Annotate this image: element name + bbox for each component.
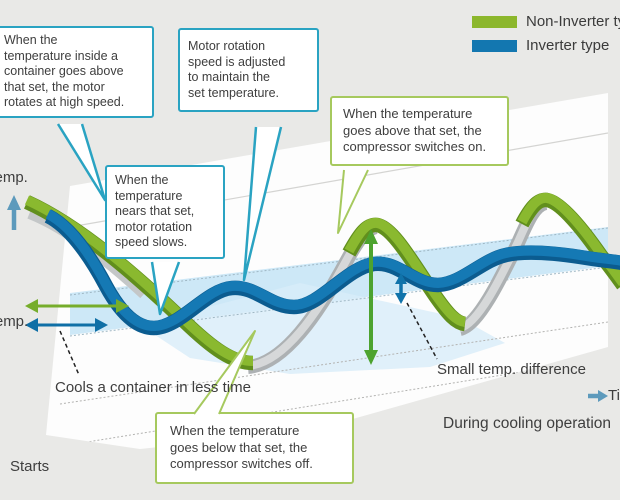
cools-label: Cools a container in less time (55, 379, 251, 396)
non-inverter-swatch-icon (472, 15, 517, 28)
callout-speed-slows: When the temperature nears that set, mot… (105, 165, 225, 259)
during-cooling-label: During cooling operation (443, 415, 612, 432)
green-cooling-time-arrow-icon (25, 299, 129, 313)
gridline-low (59, 321, 608, 405)
legend: Non-Inverter type Inverter type (472, 13, 620, 61)
legend-label-non-inverter: Non-Inverter type (526, 13, 620, 30)
callout-compressor-off: When the temperature goes below that set… (155, 412, 354, 484)
inverter-wave (44, 209, 620, 336)
callout-compressor-on: When the temperature goes above that set… (330, 96, 509, 166)
callout-high-speed: When the temperature inside a container … (0, 26, 154, 118)
blue-cooling-time-arrow-icon (25, 318, 108, 332)
small-temp-swing-arrow-icon (395, 273, 407, 304)
temp-axis-arrow-icon (7, 195, 21, 230)
starts-label: Starts (10, 458, 50, 475)
temp-axis-label: Temp. (0, 169, 28, 186)
legend-row-inverter: Inverter type (472, 37, 620, 54)
set-temp-label: Set temp. (0, 313, 29, 330)
legend-label-inverter: Inverter type (526, 37, 610, 54)
time-axis-label: Time (608, 387, 620, 404)
gridline-band-bottom (69, 266, 608, 337)
inverter-swatch-icon (472, 39, 517, 52)
callout-adjust-speed: Motor rotation speed is adjusted to main… (178, 28, 319, 112)
small-temp-pointer-line (406, 302, 438, 360)
small-temp-label: Small temp. difference (437, 361, 586, 378)
cools-pointer-line (59, 330, 80, 376)
legend-row-non-inverter: Non-Inverter type (472, 13, 620, 30)
large-temp-swing-arrow-icon (364, 229, 378, 365)
time-axis-arrow-icon (588, 390, 608, 402)
